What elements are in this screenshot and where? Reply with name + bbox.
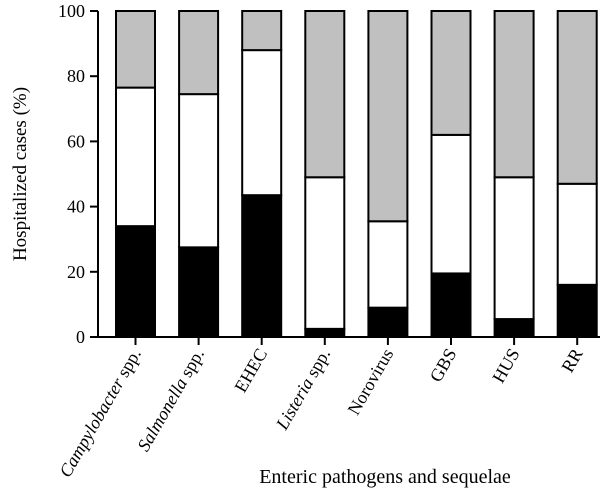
x-tick-label-part: Campylobacter <box>55 374 128 481</box>
bar-segment-1-1 <box>115 225 156 338</box>
bar-segment-3-1 <box>241 194 283 338</box>
x-tick-label-part: RR <box>557 345 586 376</box>
y-tick-label: 60 <box>67 131 85 151</box>
x-tick-label: RR <box>557 345 586 376</box>
bar-segment-5-3 <box>367 10 409 223</box>
bar-segment-3-3 <box>241 10 283 52</box>
x-axis-label: Enteric pathogens and sequelae <box>259 466 511 488</box>
bar-segment-6-2 <box>430 133 472 275</box>
bar-segment-5-1 <box>367 306 409 339</box>
x-tick-label: Campylobacter spp. <box>55 345 145 481</box>
bar-segment-7-3 <box>493 10 535 179</box>
bar-segment-4-2 <box>304 176 346 330</box>
y-tick-label: 40 <box>67 197 85 217</box>
x-tick-label-part: spp. <box>111 345 145 384</box>
x-tick-label-part: GBS <box>426 345 461 385</box>
x-tick-label-part: Listeria <box>271 374 317 433</box>
y-tick-label: 100 <box>58 1 85 21</box>
bar-segment-4-1 <box>304 327 346 339</box>
bar-segment-7-2 <box>493 176 535 321</box>
x-tick-label-part: spp. <box>174 345 208 384</box>
x-tick-label: GBS <box>426 345 461 385</box>
bar-segment-1-2 <box>115 86 156 228</box>
bar-segment-4-3 <box>304 10 346 179</box>
x-tick-label: Norovirus <box>344 345 398 418</box>
bar-segment-2-1 <box>178 246 220 339</box>
bar-segment-8-3 <box>556 10 598 185</box>
bars-group <box>115 10 598 339</box>
y-ticks-group: 0 20 40 60 80 100 <box>58 1 98 347</box>
bar-segment-5-2 <box>367 220 409 309</box>
x-tick-label: EHEC <box>230 345 271 396</box>
y-tick-label: 80 <box>67 66 85 86</box>
x-ticks-group: Campylobacter spp.Salmonella spp. EHECLis… <box>55 337 587 481</box>
y-tick-label: 0 <box>76 327 85 347</box>
x-tick-label-part: spp. <box>300 345 334 384</box>
x-tick-label-part: Norovirus <box>344 345 398 418</box>
bar-segment-3-2 <box>241 49 283 197</box>
x-tick-label: Listeria spp. <box>271 345 334 434</box>
x-tick-label-part: HUS <box>488 345 523 386</box>
x-tick-label-part: Salmonella <box>133 374 191 454</box>
x-tick-label-part: EHEC <box>230 345 271 396</box>
bar-segment-6-3 <box>430 10 472 136</box>
bar-segment-8-2 <box>556 182 598 286</box>
bar-segment-7-1 <box>493 318 535 339</box>
bar-segment-2-3 <box>178 10 220 96</box>
bar-segment-6-1 <box>430 272 472 338</box>
bar-segment-2-2 <box>178 93 220 249</box>
bar-segment-1-3 <box>115 10 156 89</box>
bar-segment-8-1 <box>556 283 598 338</box>
y-tick-label: 20 <box>67 262 85 282</box>
x-tick-label: Salmonella spp. <box>133 345 208 455</box>
y-axis-label: Hospitalized cases (%) <box>10 87 31 261</box>
x-tick-label: HUS <box>488 345 523 386</box>
